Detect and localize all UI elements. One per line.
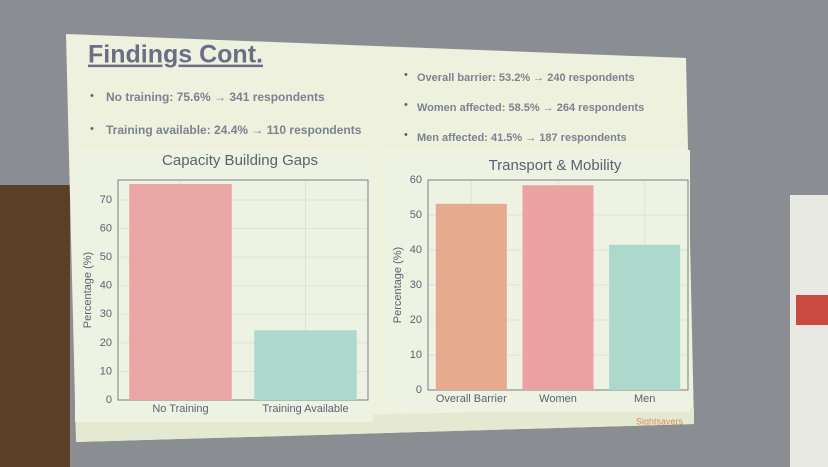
bar xyxy=(435,203,507,390)
y-tick-label: 40 xyxy=(410,244,422,256)
banner-stripe xyxy=(796,295,828,325)
chart-title: Transport & Mobility xyxy=(489,157,622,174)
y-axis-label: Percentage (%) xyxy=(392,247,404,323)
bar xyxy=(129,184,232,400)
bar xyxy=(254,330,357,400)
y-tick-label: 30 xyxy=(100,308,112,320)
y-tick-label: 10 xyxy=(100,365,112,377)
y-tick-label: 10 xyxy=(410,349,422,361)
x-tick-label: Training Available xyxy=(262,403,348,415)
bullet: Overall barrier: 53.2% → 240 respondents xyxy=(417,72,635,84)
bar xyxy=(609,244,681,390)
y-tick-label: 0 xyxy=(416,384,422,396)
bullet-marker: • xyxy=(404,99,408,111)
y-tick-label: 20 xyxy=(410,314,422,326)
bullet-marker: • xyxy=(90,123,94,135)
slide-footer xyxy=(76,408,694,442)
door xyxy=(0,185,70,467)
y-tick-label: 20 xyxy=(100,337,112,349)
logo: Sightsavers xyxy=(636,416,684,426)
x-tick-label: No Training xyxy=(152,403,208,415)
x-tick-label: Women xyxy=(539,393,577,405)
bullet: No training: 75.6% → 341 respondents xyxy=(106,90,325,104)
x-tick-label: Overall Barrier xyxy=(436,393,507,405)
y-tick-label: 50 xyxy=(410,209,422,221)
bullet-marker: • xyxy=(404,129,408,141)
y-tick-label: 0 xyxy=(106,394,112,406)
bar xyxy=(522,185,594,390)
bullet: Training available: 24.4% → 110 responde… xyxy=(106,123,362,137)
y-axis-label: Percentage (%) xyxy=(82,252,94,328)
chart-title: Capacity Building Gaps xyxy=(162,152,318,169)
bullet: Men affected: 41.5% → 187 respondents xyxy=(417,132,627,144)
bullet: Women affected: 58.5% → 264 respondents xyxy=(417,102,644,114)
y-tick-label: 60 xyxy=(410,174,422,186)
bullet-marker: • xyxy=(404,69,408,81)
slide-title: Findings Cont. xyxy=(88,41,263,69)
banner xyxy=(790,195,828,467)
x-tick-label: Men xyxy=(634,393,655,405)
y-tick-label: 60 xyxy=(100,222,112,234)
y-tick-label: 30 xyxy=(410,279,422,291)
y-tick-label: 50 xyxy=(100,251,112,263)
y-tick-label: 40 xyxy=(100,280,112,292)
y-tick-label: 70 xyxy=(100,194,112,206)
plot-frame xyxy=(117,179,369,401)
bullet-marker: • xyxy=(90,90,94,102)
